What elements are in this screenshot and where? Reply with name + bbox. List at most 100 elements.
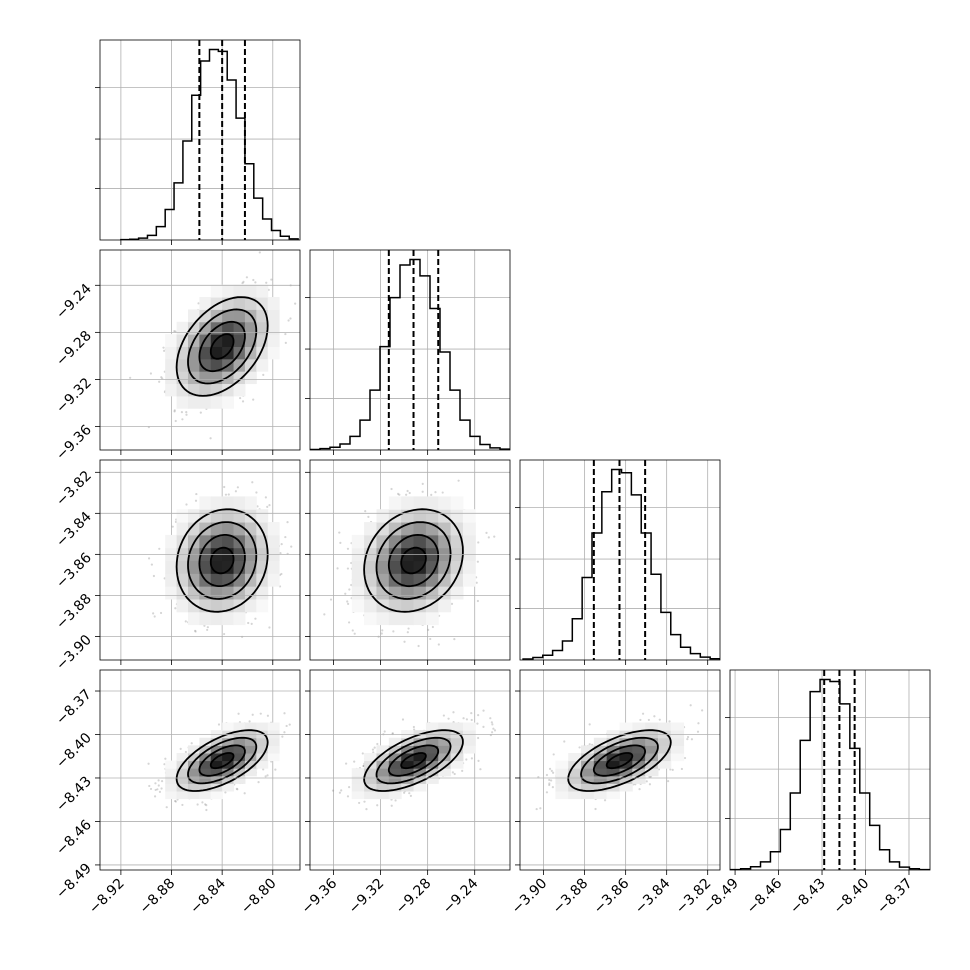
scatter-point: [185, 503, 188, 506]
scatter-point: [252, 398, 255, 401]
scatter-point: [247, 621, 250, 625]
scatter-point: [173, 410, 176, 413]
scatter-point: [390, 487, 393, 491]
panel-frame: [99, 39, 301, 241]
density-cell: [210, 534, 223, 549]
scatter-point: [346, 567, 350, 570]
density-cell: [388, 611, 402, 626]
scatter-point: [406, 489, 409, 493]
density-cell: [176, 573, 189, 587]
contour-level: [387, 533, 440, 588]
scatter-point: [158, 547, 161, 550]
density-cell: [376, 611, 390, 626]
scatter-point: [380, 632, 383, 635]
density-cell: [210, 383, 223, 397]
scatter-point: [407, 627, 410, 630]
y-tick-label: −3.82: [53, 468, 95, 510]
density-cell: [199, 560, 212, 574]
density-cell: [176, 321, 189, 335]
density-cells: [351, 496, 476, 626]
scatter-point: [304, 493, 306, 495]
contour-level: [209, 546, 235, 575]
density-cell: [401, 611, 415, 626]
y-tick-label: −3.84: [53, 509, 95, 551]
density-cell: [233, 371, 246, 385]
density-cell: [165, 346, 178, 360]
scatter-point: [251, 481, 254, 484]
scatter-point: [287, 319, 290, 322]
density-cell: [222, 586, 235, 600]
scatter-point: [180, 411, 184, 414]
contour-level: [198, 320, 246, 373]
y-tick-label: −9.32: [53, 375, 95, 417]
density-cell: [210, 573, 223, 587]
density-cell: [462, 509, 476, 523]
density-cell: [199, 611, 212, 626]
panel-2-1: [305, 459, 511, 665]
scatter-point: [264, 775, 267, 778]
density-cell: [413, 560, 427, 574]
density-cell: [165, 383, 178, 397]
density-cell: [176, 383, 189, 397]
density-cell: [244, 573, 257, 587]
density-cell: [199, 586, 212, 600]
density-cell: [244, 522, 257, 536]
contour-level: [198, 534, 246, 587]
density-cells: [165, 284, 280, 409]
scatter-point: [266, 505, 269, 508]
panel-frame: [309, 459, 511, 661]
density-cell: [462, 573, 476, 587]
scatter-point: [262, 768, 265, 771]
panel-1-0: −9.36−9.32−9.28−9.24: [53, 249, 301, 464]
panel-frame: [99, 459, 301, 661]
scatter-point: [184, 620, 187, 623]
density-cell: [210, 334, 223, 347]
scatter-point: [475, 581, 478, 584]
density-cell: [438, 573, 452, 587]
density-cell: [256, 522, 269, 536]
scatter-point: [254, 281, 257, 284]
density-cell: [176, 346, 189, 360]
density-cell: [222, 496, 235, 510]
scatter-point: [294, 302, 297, 305]
density-cell: [187, 611, 200, 626]
scatter-point: [265, 281, 268, 284]
density-cell: [425, 586, 439, 600]
scatter-point: [217, 723, 221, 726]
density-cell: [222, 395, 235, 409]
density-cell: [401, 586, 415, 600]
panel-2-2: [515, 459, 721, 665]
density-cell: [233, 383, 246, 397]
scatter-point: [201, 801, 204, 804]
density-cell: [165, 371, 178, 385]
density-cell: [176, 586, 189, 600]
density-cell: [364, 598, 377, 613]
density-cell: [376, 509, 390, 523]
y-tick-label: −3.86: [53, 550, 95, 592]
density-cell: [462, 522, 476, 536]
scatter-point: [258, 251, 261, 254]
density-cell: [376, 534, 390, 549]
scatter-point: [348, 588, 351, 591]
scatter-point: [427, 628, 430, 631]
density-cell: [438, 496, 452, 510]
density-cell: [222, 560, 235, 574]
scatter-point: [236, 486, 239, 489]
density-cell: [165, 573, 178, 587]
density-cell: [176, 358, 189, 372]
density-cell: [199, 534, 212, 549]
scatter-point: [290, 545, 293, 548]
scatter-point: [181, 418, 184, 421]
density-cell: [413, 573, 427, 587]
scatter-point: [158, 380, 161, 383]
density-cell: [210, 284, 223, 298]
scatter-point: [234, 490, 237, 493]
histogram-bars: [310, 258, 510, 450]
contour-level: [400, 546, 427, 575]
density-cell: [438, 522, 452, 536]
scatter-point: [250, 622, 253, 625]
density-cell: [233, 334, 246, 347]
contour-level: [175, 296, 269, 397]
density-cell: [210, 611, 223, 626]
